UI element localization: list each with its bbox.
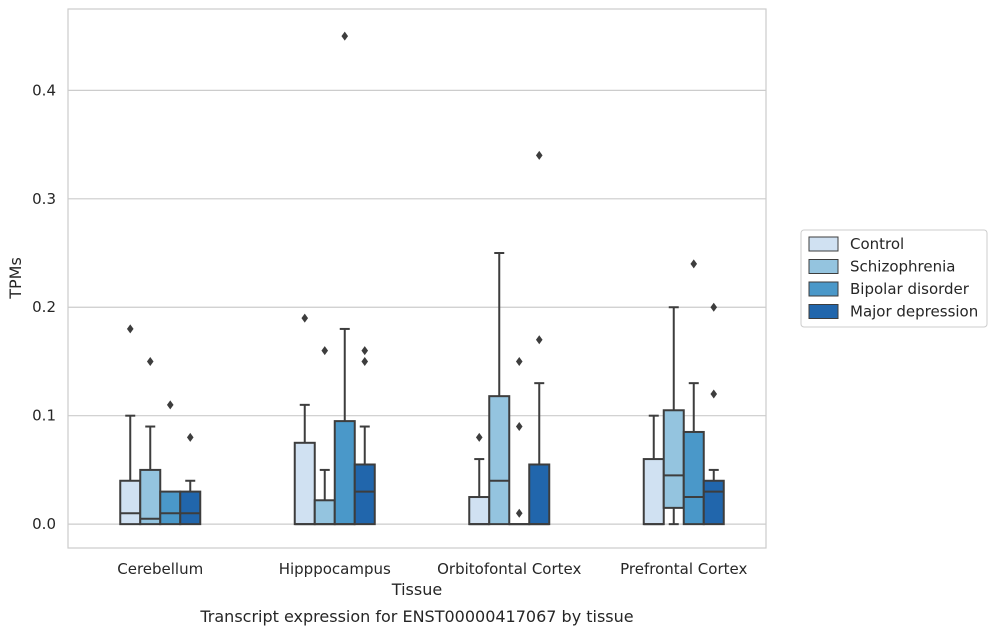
legend-entry-label: Schizophrenia xyxy=(850,258,955,276)
legend-swatch xyxy=(808,259,839,274)
y-tick-labels: 0.0 0.1 0.2 0.3 0.4 xyxy=(32,81,56,533)
outlier-point xyxy=(535,335,543,345)
box-iqr xyxy=(313,499,336,526)
series-schizophrenia xyxy=(139,252,685,526)
box-group xyxy=(313,346,336,526)
box-iqr xyxy=(119,479,142,526)
outlier-point xyxy=(710,389,718,399)
outlier-point xyxy=(535,150,543,160)
box-group xyxy=(528,150,551,526)
box-group xyxy=(179,432,202,526)
y-tick-label: 0.2 xyxy=(32,298,56,316)
outlier-point xyxy=(690,259,698,269)
box-group xyxy=(488,252,511,526)
y-axis-label: TPMs xyxy=(6,257,25,300)
box-iqr xyxy=(528,463,551,526)
box-iqr xyxy=(333,420,356,526)
outlier-point xyxy=(515,356,523,366)
legend: Control Schizophrenia Bipolar disorder Majo… xyxy=(800,229,988,328)
box-iqr xyxy=(682,430,705,526)
outlier-point xyxy=(301,313,309,323)
legend-swatch xyxy=(808,281,839,297)
outlier-point xyxy=(361,346,369,356)
series-bipolar-disorder xyxy=(159,31,705,526)
box-group xyxy=(353,346,376,526)
box-iqr xyxy=(159,490,182,526)
x-tick-label: Prefrontal Cortex xyxy=(620,560,747,578)
x-axis-label: Tissue xyxy=(391,580,442,599)
box-iqr xyxy=(468,496,491,526)
box-group xyxy=(508,356,531,526)
box-group xyxy=(159,400,182,526)
legend-entry-label: Bipolar disorder xyxy=(850,280,970,298)
box-group xyxy=(642,414,665,526)
box-iqr xyxy=(488,395,511,526)
outlier-point xyxy=(475,432,483,442)
outlier-point xyxy=(126,324,134,334)
box-group xyxy=(139,356,162,526)
box-group xyxy=(293,313,316,526)
plot-area-frame xyxy=(67,8,767,549)
x-tick-label: Hipppocampus xyxy=(279,560,391,578)
box-group xyxy=(119,324,142,526)
outlier-point xyxy=(710,302,718,312)
outlier-point xyxy=(515,508,523,518)
box-group xyxy=(333,31,356,526)
box-group xyxy=(702,302,725,526)
x-tick-label: Orbitofontal Cortex xyxy=(437,560,581,578)
outlier-point xyxy=(321,346,329,356)
x-tick-label: Cerebellum xyxy=(117,560,203,578)
box-iqr xyxy=(702,479,725,526)
y-tick-label: 0.4 xyxy=(32,81,56,99)
box-iqr xyxy=(662,409,685,509)
box-group xyxy=(662,306,685,526)
outlier-point xyxy=(146,356,154,366)
outlier-point xyxy=(166,400,174,410)
legend-frame xyxy=(800,229,988,328)
box-iqr xyxy=(179,490,202,526)
box-series xyxy=(119,31,725,526)
box-group xyxy=(468,432,491,526)
outlier-point xyxy=(341,31,349,41)
legend-entry-label: Control xyxy=(850,235,904,253)
outlier-point xyxy=(515,422,523,432)
y-tick-label: 0.0 xyxy=(32,515,56,533)
chart-caption: Transcript expression for ENST0000041706… xyxy=(199,607,633,626)
box-iqr xyxy=(293,441,316,526)
outlier-point xyxy=(361,356,369,366)
y-tick-label: 0.1 xyxy=(32,407,56,425)
series-control xyxy=(119,313,665,526)
y-tick-label: 0.3 xyxy=(32,190,56,208)
box-iqr xyxy=(139,468,162,526)
legend-swatch xyxy=(808,304,839,319)
series-major-depression xyxy=(179,150,725,526)
outlier-point xyxy=(186,432,194,442)
legend-swatch xyxy=(808,236,839,252)
x-tick-labels: Cerebellum Hipppocampus Orbitofontal Corte… xyxy=(117,560,747,578)
box-iqr xyxy=(642,458,665,526)
box-group xyxy=(682,259,705,526)
legend-entry-label: Major depression xyxy=(850,303,978,321)
box-iqr xyxy=(353,463,376,526)
